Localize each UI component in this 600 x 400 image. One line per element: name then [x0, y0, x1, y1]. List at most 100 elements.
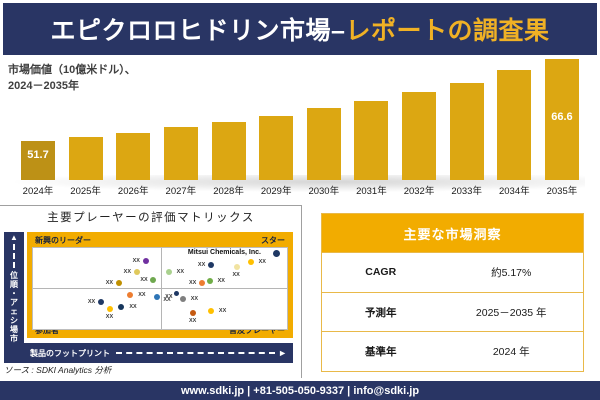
- scatter-point-label: XX: [105, 314, 114, 321]
- scatter-point: [206, 278, 213, 285]
- scatter-point-label: XX: [218, 308, 227, 315]
- scatter-point: [165, 269, 172, 276]
- quadrant-label-star: スター: [261, 236, 285, 245]
- table-row-base-year: 基準年 2024 年: [322, 331, 583, 371]
- bar-2029年: [259, 115, 294, 180]
- matrix-plot-area: Mitsui Chemicals, Inc. XX XX XX XX XX XX XX XX X…: [32, 247, 288, 330]
- x-tick-2030年: 2030年: [308, 186, 340, 197]
- scatter-point-label: XX: [188, 279, 197, 286]
- scatter-point-label: XX: [123, 269, 132, 276]
- bar-2024年: 51.7: [21, 141, 55, 180]
- scatter-point-label: XX: [140, 276, 148, 283]
- source-note: ソース : SDKI Analytics 分析: [4, 365, 112, 375]
- scatter-point-label: XX: [197, 262, 206, 268]
- bar-2035年: 66.6: [544, 59, 579, 180]
- matrix-frame: 新興のリーダー スター 参加者 普及プレーヤー Mitsui Chemicals…: [27, 232, 293, 338]
- bar-2030年: [306, 107, 341, 180]
- insights-table: 主要な市場洞察 CAGR 約5.17% 予測年 2025－2035 年 基準年 …: [321, 213, 584, 372]
- x-tick-2027年: 2027年: [165, 186, 197, 197]
- bar-chart-shadow: [15, 175, 585, 192]
- scatter-point: [179, 296, 186, 303]
- quadrant-label-pervasive-players: 普及プレーヤー: [229, 326, 285, 335]
- scatter-point: [118, 303, 125, 310]
- x-axis-dashed-line: [116, 352, 276, 354]
- quadrant-label-emerging-leaders: 新興のリーダー: [35, 236, 91, 245]
- bar-chart-x-axis: 2024年 2025年 2026年 2027年 2028年 2029年 2030年 2031年…: [0, 183, 600, 197]
- x-tick-2028年: 2028年: [213, 186, 244, 197]
- bar-value-label: 51.7: [27, 149, 49, 161]
- scatter-point-label: XX: [232, 272, 240, 279]
- chart-caption-line2: 2024－2035年: [8, 80, 79, 92]
- scatter-point-label: XX: [258, 259, 266, 266]
- scatter-point: [247, 259, 254, 266]
- arrow-up-icon: ▲: [10, 233, 18, 242]
- row-value-cagr: 約5.17%: [491, 266, 532, 279]
- scatter-point-label: XX: [129, 303, 137, 310]
- matrix-x-axis-label: 製品のフットプリント: [30, 348, 110, 358]
- scatter-point-label: XX: [138, 292, 146, 299]
- scatter-point: [154, 293, 161, 300]
- x-tick-2026年: 2026年: [117, 186, 149, 197]
- scatter-point: [142, 258, 149, 265]
- scatter-point: [97, 298, 104, 305]
- page-title-gold: レポートの調査果: [345, 17, 550, 45]
- quadrant-label-participants: 参加者: [35, 326, 59, 335]
- table-row-cagr: CAGR 約5.17%: [322, 252, 583, 292]
- x-tick-2031年: 2031年: [356, 186, 387, 197]
- scatter-point: [115, 279, 122, 286]
- header-banner: エピクロロヒドリン市場– レポートの調査果: [3, 3, 597, 55]
- quadrant-divider-horizontal: [33, 288, 287, 290]
- x-tick-2033年: 2033年: [451, 186, 482, 197]
- scatter-point: [106, 306, 113, 313]
- scatter-point: [127, 292, 134, 299]
- matrix-y-axis: ▲ 位 順 ・ ア ェ シ 場 市: [4, 232, 24, 363]
- vertical-divider: [301, 205, 302, 378]
- insights-table-header: 主要な市場洞察: [322, 214, 583, 252]
- scatter-point: [198, 279, 205, 286]
- scatter-point: [173, 291, 179, 297]
- bar-2032年: [402, 91, 437, 180]
- matrix-x-axis: 製品のフットプリント ►: [4, 343, 293, 363]
- scatter-point-label: XX: [105, 279, 114, 286]
- scatter-point: [150, 276, 157, 283]
- scatter-point-label: XX: [165, 293, 173, 300]
- bar-2031年: [354, 101, 389, 180]
- scatter-point: [233, 264, 240, 271]
- table-row-forecast-years: 予測年 2025－2035 年: [322, 291, 583, 332]
- matrix-title: 主要プレーヤーの評価マトリックス: [47, 212, 255, 224]
- x-tick-2034年: 2034年: [498, 186, 530, 197]
- bar-2026年: [116, 132, 151, 180]
- row-label-base-year: 基準年: [364, 346, 397, 359]
- row-value-base-year: 2024 年: [492, 346, 530, 359]
- bar-2025年: [68, 137, 103, 180]
- row-label-cagr: CAGR: [365, 266, 397, 279]
- x-tick-2035年: 2035年: [546, 186, 578, 197]
- chart-caption-line1: 市場価値（10億米ドル）、: [8, 64, 136, 76]
- footer-contact-text: www.sdki.jp | +81-505-050-9337 | info@sd…: [180, 384, 420, 397]
- matrix-y-axis-label: 位 順 ・ ア ェ シ 場 市: [10, 271, 18, 343]
- scatter-point-label: XX: [87, 298, 96, 305]
- bar-2028年: [211, 121, 246, 180]
- bar-2033年: [449, 82, 484, 180]
- bar-value-label: 66.6: [551, 111, 573, 123]
- y-axis-dashed-line: [13, 244, 15, 268]
- x-tick-2029年: 2029年: [260, 186, 292, 197]
- scatter-point: [272, 249, 280, 257]
- scatter-point: [190, 309, 196, 316]
- scatter-point-label: XX: [190, 296, 199, 303]
- scatter-point-label: XX: [189, 317, 197, 324]
- footer-bar: www.sdki.jp | +81-505-050-9337 | info@sd…: [0, 381, 600, 400]
- horizontal-divider: [0, 205, 302, 206]
- x-tick-2025年: 2025年: [70, 186, 101, 197]
- page-title-white: エピクロロヒドリン市場–: [50, 17, 346, 45]
- row-value-forecast-years: 2025－2035 年: [475, 306, 547, 319]
- scatter-point: [133, 269, 140, 276]
- scatter-point-label: XX: [132, 258, 140, 265]
- arrow-right-icon: ►: [278, 347, 287, 358]
- bar-2034年: [497, 70, 532, 180]
- scatter-point: [207, 308, 214, 315]
- chart-caption: 市場価値（10億米ドル）、 2024－2035年: [8, 62, 136, 94]
- x-tick-2032年: 2032年: [403, 186, 435, 197]
- scatter-point-label: XX: [176, 269, 185, 276]
